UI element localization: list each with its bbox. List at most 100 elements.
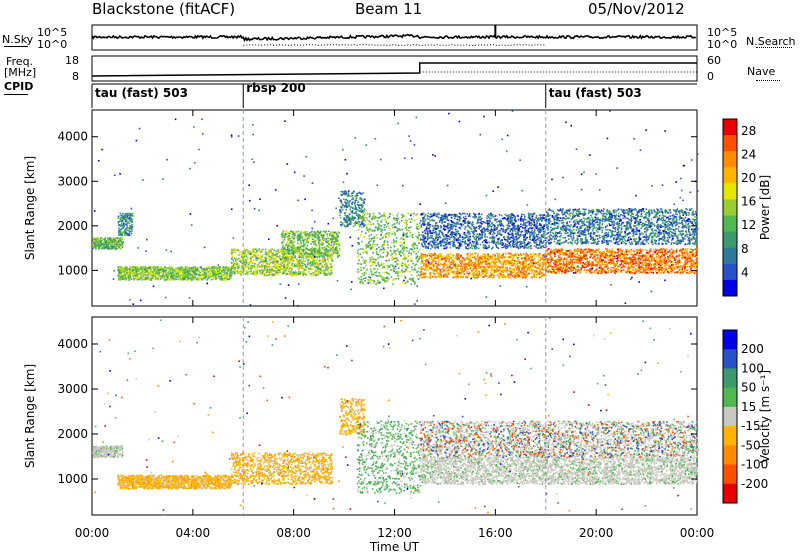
power-cell bbox=[359, 217, 362, 220]
power-cell bbox=[271, 254, 273, 257]
power-cell bbox=[357, 229, 360, 231]
power-cell bbox=[308, 253, 310, 255]
power-cell bbox=[364, 213, 367, 215]
power-cell bbox=[349, 208, 352, 211]
power-cell bbox=[174, 272, 176, 275]
power-cell bbox=[117, 217, 120, 219]
power-cell bbox=[215, 278, 217, 280]
power-cell bbox=[119, 245, 121, 248]
power-cell bbox=[138, 275, 140, 278]
power-cell bbox=[124, 223, 127, 226]
power-cell bbox=[254, 267, 257, 269]
power-cell bbox=[294, 270, 297, 273]
power-cell bbox=[122, 213, 124, 215]
power-cell bbox=[265, 260, 267, 263]
power-cell bbox=[416, 274, 418, 277]
power-cell bbox=[304, 236, 307, 238]
power-cell bbox=[491, 258, 494, 261]
power-cell bbox=[493, 253, 495, 256]
power-cell bbox=[294, 262, 297, 265]
power-cell bbox=[285, 230, 288, 233]
power-cell bbox=[189, 267, 191, 269]
power-cell bbox=[239, 272, 241, 274]
power-cell bbox=[260, 269, 263, 271]
power-cell bbox=[316, 267, 319, 270]
power-cell bbox=[259, 272, 262, 275]
power-cell bbox=[117, 274, 119, 277]
power-cell bbox=[376, 237, 379, 239]
power-cell bbox=[362, 251, 365, 254]
power-cell bbox=[381, 231, 383, 234]
power-cell bbox=[424, 254, 427, 256]
power-cell bbox=[372, 252, 374, 254]
power-cell bbox=[425, 260, 427, 263]
power-cell bbox=[361, 240, 363, 243]
power-cell bbox=[133, 272, 136, 274]
power-cell bbox=[122, 231, 124, 233]
power-cell bbox=[160, 266, 163, 268]
power-cell bbox=[491, 265, 494, 267]
power-cell bbox=[326, 268, 329, 270]
power-cell bbox=[410, 257, 412, 260]
power-cell bbox=[281, 249, 284, 252]
power-cell bbox=[332, 252, 335, 254]
power-cell bbox=[149, 271, 152, 274]
power-cell bbox=[372, 245, 374, 248]
power-cell bbox=[154, 276, 157, 278]
power-cell bbox=[332, 253, 335, 256]
power-cell bbox=[213, 274, 215, 277]
power-cell bbox=[169, 272, 171, 275]
power-cell bbox=[126, 215, 129, 217]
power-cell bbox=[101, 247, 104, 250]
power-cell bbox=[249, 272, 252, 275]
power-cell bbox=[138, 268, 140, 271]
power-cell bbox=[128, 274, 130, 276]
power-cell bbox=[179, 266, 182, 269]
power-cell bbox=[372, 217, 375, 219]
power-cell bbox=[271, 273, 273, 275]
power-cell bbox=[291, 236, 294, 238]
power-cell bbox=[357, 255, 360, 257]
power-cell bbox=[346, 200, 349, 202]
power-cell bbox=[373, 261, 376, 263]
power-cell bbox=[311, 264, 314, 267]
power-cell bbox=[162, 272, 165, 275]
power-cell bbox=[164, 279, 166, 281]
power-cell bbox=[129, 225, 132, 227]
power-cell bbox=[201, 270, 203, 273]
power-cell bbox=[331, 235, 333, 237]
nsky-series bbox=[91, 33, 697, 42]
power-cell bbox=[318, 247, 320, 250]
power-cell bbox=[130, 277, 132, 280]
power-cell bbox=[250, 259, 252, 261]
power-cell bbox=[359, 253, 362, 256]
power-cell bbox=[109, 239, 111, 241]
power-cell bbox=[346, 194, 349, 197]
power-cell bbox=[313, 265, 316, 268]
power-cell bbox=[359, 207, 361, 210]
power-cell bbox=[337, 235, 339, 237]
power-cell bbox=[119, 212, 122, 215]
power-cell bbox=[412, 241, 415, 243]
power-cell bbox=[289, 239, 291, 242]
power-cell bbox=[284, 270, 286, 272]
power-cell bbox=[318, 268, 320, 270]
power-cell bbox=[357, 252, 359, 255]
power-cell bbox=[115, 247, 117, 250]
power-cell bbox=[297, 230, 300, 233]
power-cell bbox=[409, 270, 412, 273]
power-cell bbox=[107, 241, 110, 244]
power-cell bbox=[116, 245, 118, 247]
power-cell bbox=[345, 192, 347, 194]
power-cell bbox=[120, 214, 122, 217]
power-cell bbox=[125, 275, 128, 277]
power-cell bbox=[377, 257, 379, 259]
power-cell bbox=[211, 274, 214, 277]
power-cell bbox=[432, 271, 435, 274]
power-cell bbox=[126, 226, 129, 229]
power-cell bbox=[490, 271, 492, 274]
power-cell bbox=[325, 238, 327, 240]
power-cell bbox=[361, 280, 363, 283]
power-cell bbox=[345, 216, 348, 219]
power-cell bbox=[268, 271, 271, 273]
